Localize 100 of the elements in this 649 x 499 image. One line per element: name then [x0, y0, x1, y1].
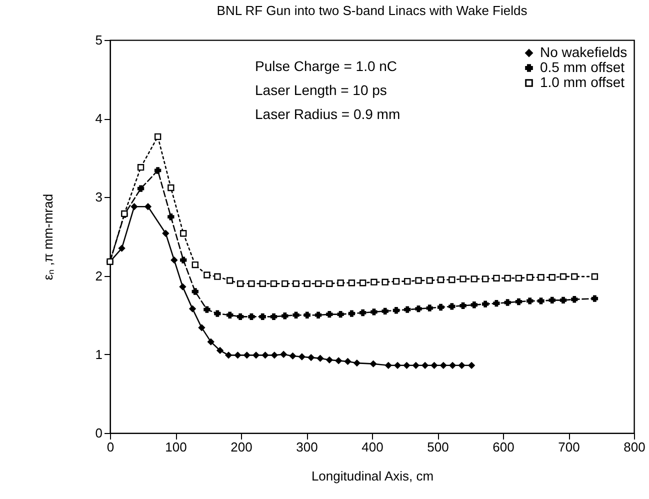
point — [515, 298, 522, 306]
point — [591, 273, 598, 280]
x-tick-label: 800 — [624, 440, 646, 454]
point — [168, 184, 174, 192]
annotation: Pulse Charge = 1.0 nC — [255, 58, 398, 74]
point — [118, 244, 126, 252]
point — [470, 302, 478, 308]
point — [460, 276, 466, 282]
point — [282, 280, 288, 287]
point — [412, 362, 420, 369]
point — [470, 276, 478, 282]
point — [468, 362, 475, 369]
point — [308, 354, 314, 361]
x-axis-title: Longitudinal Axis, cm — [311, 468, 434, 484]
point — [270, 313, 278, 320]
point — [137, 185, 144, 192]
point — [335, 357, 342, 364]
point — [348, 280, 356, 286]
y-tick-label: 5 — [95, 32, 102, 48]
point — [280, 351, 287, 358]
point — [430, 362, 438, 369]
point — [415, 277, 422, 284]
point — [437, 304, 444, 311]
point — [458, 362, 466, 369]
point — [382, 308, 388, 315]
point — [189, 305, 196, 312]
point — [460, 302, 466, 310]
x-tick-label: 200 — [230, 440, 252, 454]
point — [154, 133, 162, 140]
point — [214, 273, 221, 280]
point — [548, 296, 556, 304]
point — [359, 309, 366, 316]
point — [403, 362, 410, 369]
point — [526, 298, 534, 304]
x-tick-label: 0 — [106, 440, 114, 454]
point — [448, 276, 456, 284]
point — [180, 256, 187, 264]
point — [504, 274, 511, 282]
y-tick-label: 1 — [95, 346, 102, 362]
x-tick-label: 600 — [492, 440, 514, 454]
point — [204, 272, 210, 278]
point — [292, 280, 300, 287]
point — [370, 360, 377, 368]
point — [326, 356, 333, 364]
point — [392, 307, 400, 314]
point — [337, 310, 344, 318]
point — [316, 354, 324, 362]
point — [225, 352, 232, 359]
point — [326, 280, 333, 287]
legend-label: 1.0 mm offset — [540, 74, 625, 90]
point — [370, 278, 378, 286]
point — [415, 305, 422, 312]
annotation: Laser Radius = 0.9 mm — [255, 106, 400, 122]
point — [560, 296, 567, 304]
point — [270, 280, 278, 287]
point — [234, 352, 242, 359]
point — [314, 312, 322, 318]
point — [591, 295, 598, 302]
point — [179, 283, 186, 290]
y-tick-label: 0 — [95, 426, 102, 440]
point — [314, 280, 322, 287]
point — [198, 324, 206, 332]
point — [493, 274, 500, 282]
point — [437, 276, 444, 284]
point — [237, 313, 244, 320]
point — [162, 230, 170, 237]
point — [382, 278, 388, 286]
point — [344, 358, 352, 365]
point — [289, 352, 296, 360]
point — [130, 203, 138, 210]
point — [538, 274, 544, 281]
point — [259, 280, 266, 287]
point — [248, 313, 255, 320]
point — [515, 274, 522, 282]
point — [192, 288, 198, 295]
point — [326, 310, 333, 318]
point — [571, 273, 578, 280]
point — [440, 362, 447, 369]
point — [392, 278, 400, 285]
point — [493, 300, 500, 307]
point — [560, 273, 567, 280]
point — [337, 280, 344, 286]
point — [137, 164, 144, 171]
point — [192, 261, 198, 268]
point — [298, 353, 306, 360]
legend-label: 0.5 mm offset — [540, 59, 625, 75]
point — [348, 310, 356, 317]
point — [404, 306, 411, 313]
point — [170, 256, 178, 264]
point — [226, 277, 234, 284]
point — [252, 352, 260, 359]
y-tick-label: 4 — [95, 111, 102, 126]
point — [144, 203, 152, 210]
point — [449, 362, 456, 369]
x-tick-label: 300 — [296, 440, 318, 454]
point — [180, 230, 187, 237]
x-tick-label: 700 — [558, 440, 580, 454]
point — [282, 312, 288, 320]
point — [359, 280, 366, 286]
chart-title: BNL RF Gun into two S-band Linacs with Wake Fields — [216, 3, 528, 18]
